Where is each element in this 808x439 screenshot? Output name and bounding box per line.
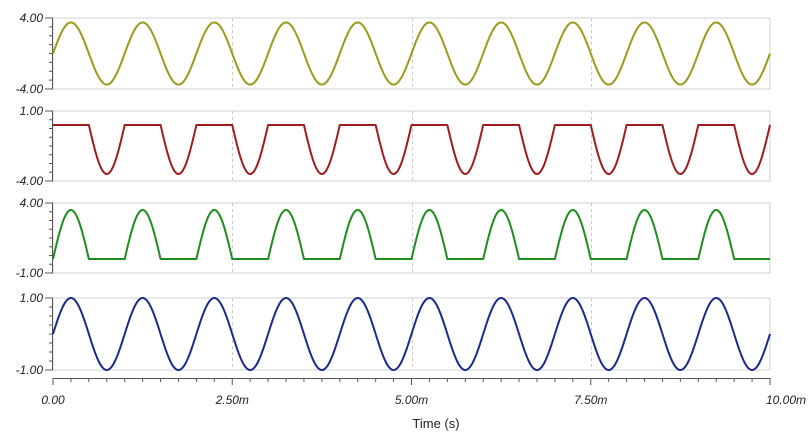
panel-2: 1.00 -4.00 <box>16 104 771 188</box>
x-tick-label: 7.50m <box>574 393 607 407</box>
panel-1: 4.00 -4.00 <box>16 11 771 96</box>
panel-3: 4.00 -1.00 <box>16 196 771 280</box>
series-line-3 <box>52 209 771 260</box>
x-tick-label: 10.00m <box>766 393 806 407</box>
y-tick-label-top: 1.00 <box>20 104 44 118</box>
y-tick-label-top: 4.00 <box>20 196 44 210</box>
x-tick-label: 2.50m <box>215 393 249 407</box>
panel-4: 1.00 -1.00 <box>16 291 771 377</box>
y-tick-label-top: 4.00 <box>20 11 44 25</box>
y-tick-label-top: 1.00 <box>20 291 44 305</box>
y-tick-label-bottom: -4.00 <box>16 174 44 188</box>
series-line-2 <box>52 124 771 175</box>
series-line-1 <box>52 21 771 86</box>
x-tick-label: 0.00 <box>41 393 65 407</box>
x-axis-label: Time (s) <box>412 416 459 431</box>
x-tick-label: 5.00m <box>395 393 428 407</box>
series-line-4 <box>52 297 771 371</box>
y-tick-label-bottom: -1.00 <box>16 363 44 377</box>
y-tick-label-bottom: -1.00 <box>16 266 44 280</box>
y-tick-label-bottom: -4.00 <box>16 82 44 96</box>
panel-frame <box>52 202 771 274</box>
panel-frame <box>52 110 771 182</box>
